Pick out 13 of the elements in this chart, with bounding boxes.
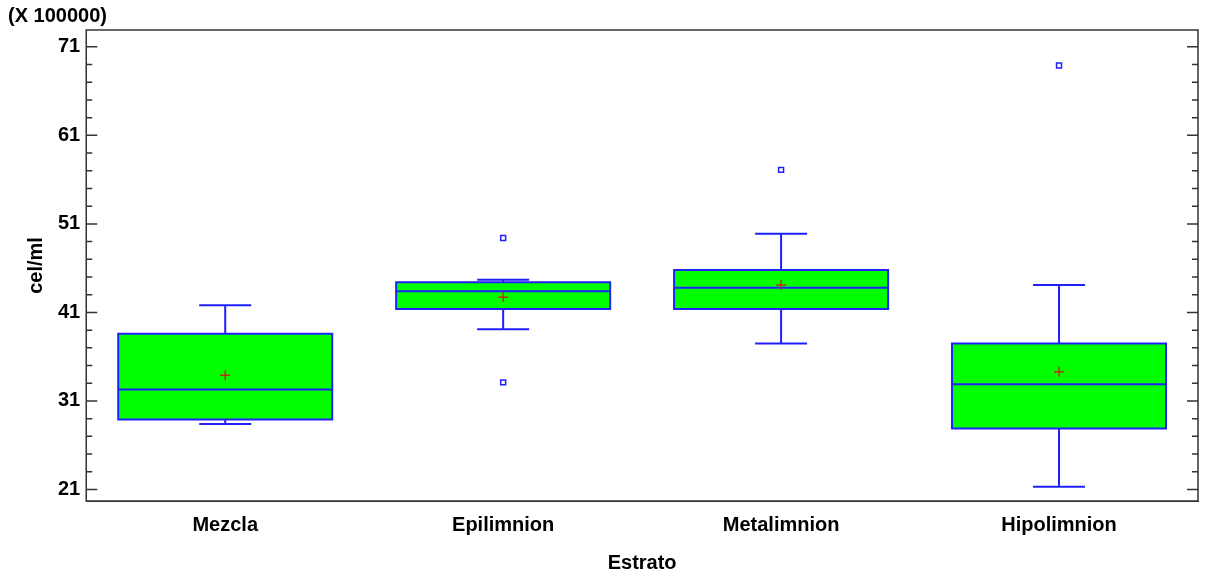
y-tick-label: 51 [58, 211, 81, 234]
y-tick-label: 21 [58, 477, 81, 500]
y-axis-title: cel/ml [23, 237, 46, 294]
y-tick-label: 31 [58, 388, 81, 411]
y-tick-label: 71 [58, 34, 81, 57]
y-tick-label: 61 [58, 122, 81, 145]
x-tick-label: Hipolimnion [1001, 512, 1117, 535]
x-axis-title: Estrato [607, 550, 677, 573]
x-tick-label: Epilimnion [452, 512, 555, 535]
text: (X 100000) [8, 3, 107, 26]
y-tick-label: 41 [58, 299, 81, 322]
x-tick-label: Mezcla [192, 512, 259, 535]
x-tick-label: Metalimnion [722, 512, 840, 535]
